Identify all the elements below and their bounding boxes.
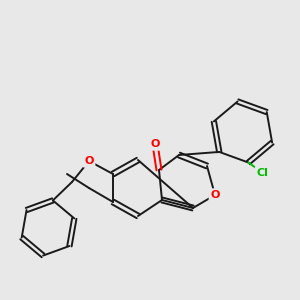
- Text: Cl: Cl: [256, 167, 268, 178]
- Text: O: O: [150, 139, 160, 149]
- Text: O: O: [210, 190, 220, 200]
- Text: O: O: [84, 156, 94, 166]
